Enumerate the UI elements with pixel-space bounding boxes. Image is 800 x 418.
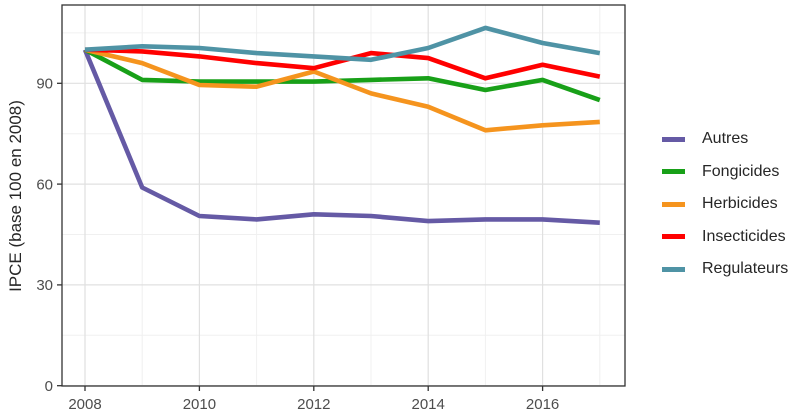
legend-label: Autres <box>702 130 749 148</box>
legend-label: Herbicides <box>702 195 778 213</box>
panel-border <box>61 4 626 387</box>
legend-swatch-herbicides <box>662 201 685 207</box>
x-tick-label: 2012 <box>297 396 330 413</box>
legend-item-regulateurs: Regulateurs <box>662 253 788 286</box>
legend-label: Fongicides <box>702 162 780 180</box>
legend-label: Insecticides <box>702 227 786 245</box>
legend-item-autres: Autres <box>662 123 788 156</box>
series-line-autres <box>82 48 600 225</box>
legend-swatch-regulateurs <box>662 266 685 272</box>
legend-swatch-insecticides <box>662 234 685 240</box>
legend: Autres Fongicides Herbicides Insecticide… <box>662 123 788 286</box>
y-axis-title: IPCE (base 100 en 2008) <box>6 100 25 292</box>
series-line-insecticides <box>84 47 601 81</box>
legend-swatch-fongicides <box>662 169 685 175</box>
legend-item-insecticides: Insecticides <box>662 221 788 254</box>
legend-swatch-autres <box>662 136 685 142</box>
legend-item-fongicides: Fongicides <box>662 156 788 189</box>
x-tick-label: 2014 <box>412 396 445 413</box>
legend-item-herbicides: Herbicides <box>662 188 788 221</box>
plot-area: 0 30 60 90 2008 2010 2012 2014 2016 IPCE (base 10… <box>6 4 626 413</box>
legend-label: Regulateurs <box>702 260 789 278</box>
y-tick-label: 60 <box>36 176 53 193</box>
x-tick-label: 2016 <box>526 396 559 413</box>
y-tick-label: 0 <box>45 378 53 395</box>
series-line-herbicides <box>84 47 600 133</box>
x-tick-label: 2010 <box>183 396 216 413</box>
y-tick-label: 30 <box>36 277 53 294</box>
x-tick-label: 2008 <box>68 396 101 413</box>
series-line-regulateurs <box>84 25 601 63</box>
y-tick-label: 90 <box>36 76 53 93</box>
